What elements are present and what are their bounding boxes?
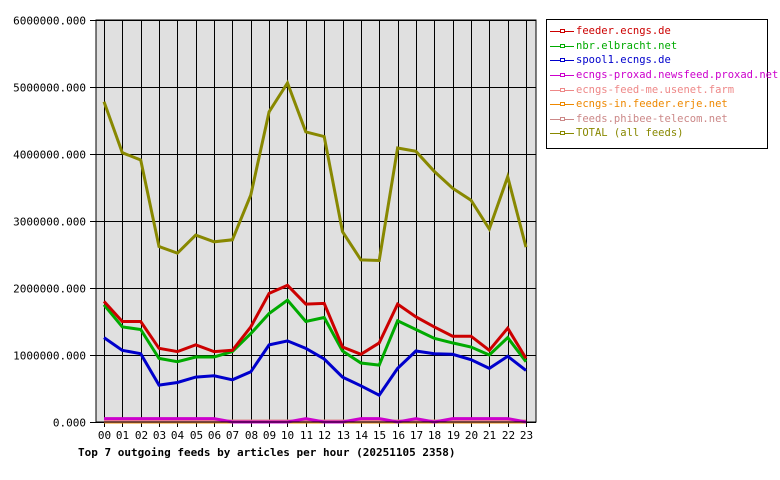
legend-item: feeder.ecngs.de bbox=[547, 24, 767, 39]
x-tick-label: 17 bbox=[410, 429, 423, 442]
x-tick-label: 12 bbox=[318, 429, 331, 442]
y-tick-label: 0.000 bbox=[53, 417, 86, 430]
legend-label: ecngs-in.feeder.erje.net bbox=[576, 98, 728, 111]
legend-item: feeds.phibee-telecom.net bbox=[547, 112, 767, 127]
plot-frame bbox=[95, 19, 537, 423]
series-line-ecngs-proxad-newsfeed-proxad-net bbox=[104, 417, 527, 424]
x-tick-label: 05 bbox=[190, 429, 203, 442]
x-tick-label: 04 bbox=[171, 429, 185, 442]
x-tick-label: 22 bbox=[502, 429, 515, 442]
y-tick-label: 6000000.000 bbox=[13, 15, 86, 28]
x-tick-label: 23 bbox=[520, 429, 533, 442]
legend-label: feeder.ecngs.de bbox=[576, 25, 671, 38]
legend-item: nbr.elbracht.net bbox=[547, 39, 767, 54]
y-tick-label: 3000000.000 bbox=[13, 216, 86, 229]
series-line-nbr-elbracht-net bbox=[102, 298, 528, 367]
y-tick-label: 2000000.000 bbox=[13, 283, 86, 296]
x-tick-label: 03 bbox=[153, 429, 166, 442]
legend-item: TOTAL (all feeds) bbox=[547, 126, 767, 141]
legend-item: spool1.ecngs.de bbox=[547, 53, 767, 68]
legend-item: ecngs-proxad.newsfeed.proxad.net bbox=[547, 68, 778, 83]
x-tick-label: 10 bbox=[281, 429, 294, 442]
y-tick-label: 4000000.000 bbox=[13, 149, 86, 162]
chart-title: Top 7 outgoing feeds by articles per hou… bbox=[78, 446, 456, 459]
series-line-total-all-feeds- bbox=[102, 79, 528, 263]
legend-label: ecngs-feed-me.usenet.farm bbox=[576, 83, 735, 96]
x-tick-label: 01 bbox=[116, 429, 129, 442]
x-tick-label: 18 bbox=[428, 429, 441, 442]
x-tick-label: 11 bbox=[300, 429, 313, 442]
x-tick-label: 08 bbox=[245, 429, 258, 442]
x-tick-label: 20 bbox=[465, 429, 478, 442]
legend-item: ecngs-feed-me.usenet.farm bbox=[547, 82, 767, 97]
x-tick-label: 13 bbox=[337, 429, 350, 442]
x-tick-label: 09 bbox=[263, 429, 276, 442]
legend: feeder.ecngs.de nbr.elbracht.net spool1.ec… bbox=[546, 19, 778, 149]
legend-line-marker-icon bbox=[550, 28, 574, 34]
y-tick-label: 5000000.000 bbox=[13, 82, 86, 95]
x-tick-label: 00 bbox=[98, 429, 111, 442]
legend-line-marker-icon bbox=[550, 57, 574, 63]
legend-line-marker-icon bbox=[550, 130, 574, 136]
x-tick-label: 02 bbox=[135, 429, 148, 442]
series-line-spool1-ecngs-de bbox=[103, 336, 527, 398]
y-tick-label: 1000000.000 bbox=[13, 350, 86, 363]
x-tick-label: 07 bbox=[226, 429, 239, 442]
legend-line-marker-icon bbox=[550, 72, 574, 78]
x-tick-label: 19 bbox=[447, 429, 460, 442]
x-tick-label: 21 bbox=[483, 429, 496, 442]
legend-label: feeds.phibee-telecom.net bbox=[576, 112, 728, 125]
legend-label: spool1.ecngs.de bbox=[576, 54, 671, 67]
x-tick-label: 06 bbox=[208, 429, 221, 442]
legend-line-marker-icon bbox=[550, 43, 574, 49]
y-axis: 0.000 1000000.000 2000000.000 3000000.000 40… bbox=[13, 15, 96, 430]
x-tick-label: 14 bbox=[355, 429, 369, 442]
series-line-feeder-ecngs-de bbox=[102, 283, 528, 360]
x-tick-label: 15 bbox=[373, 429, 386, 442]
x-tick-label: 16 bbox=[392, 429, 405, 442]
legend-label: TOTAL (all feeds) bbox=[576, 127, 684, 140]
legend-line-marker-icon bbox=[550, 87, 574, 93]
x-axis: 00 01 02 03 04 05 06 07 08 09 10 11 12 13 14 15 16 17 18 19… bbox=[98, 422, 533, 442]
legend-item: ecngs-in.feeder.erje.net bbox=[547, 97, 767, 112]
legend-line-marker-icon bbox=[550, 101, 574, 107]
legend-label: ecngs-proxad.newsfeed.proxad.net bbox=[576, 69, 779, 82]
legend-label: nbr.elbracht.net bbox=[576, 39, 678, 52]
legend-line-marker-icon bbox=[550, 116, 574, 122]
